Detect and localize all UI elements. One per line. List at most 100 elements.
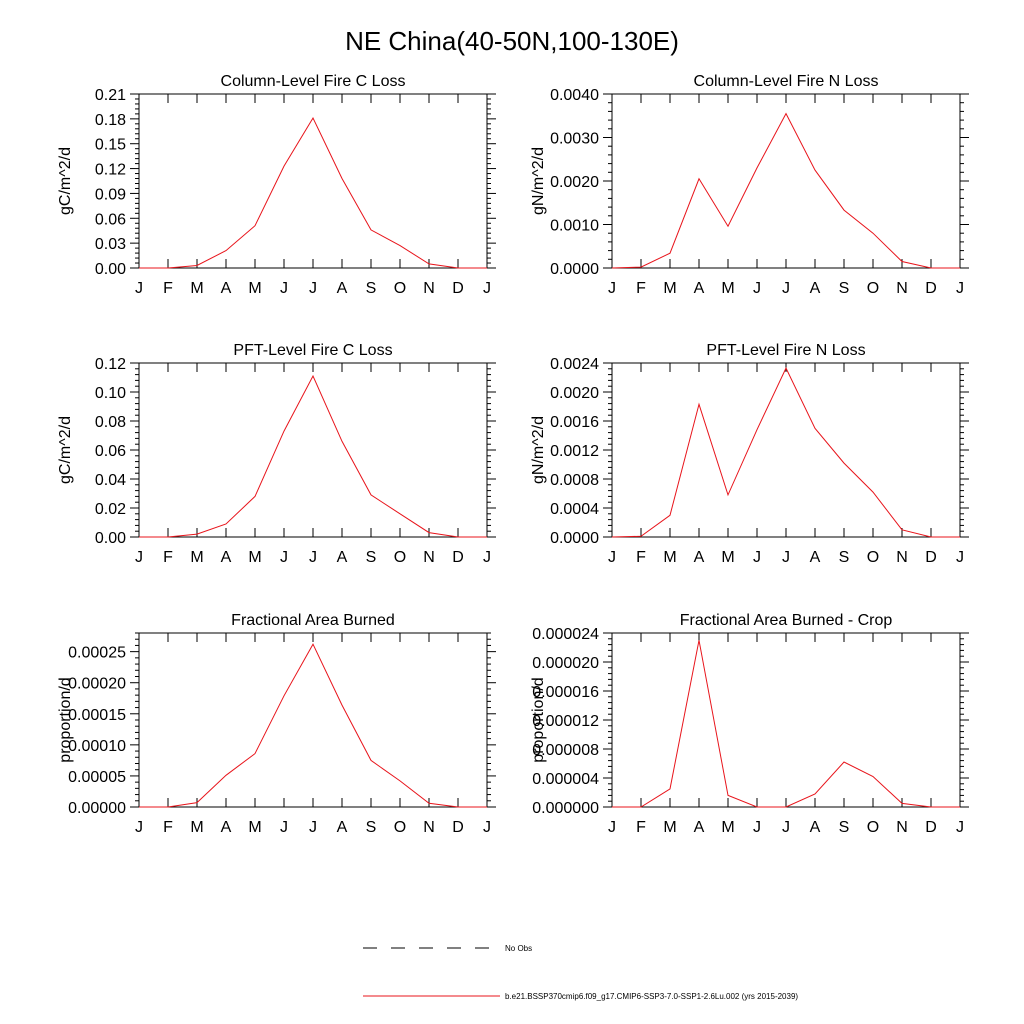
x-tick-label: J	[608, 819, 616, 836]
x-tick-label: M	[663, 280, 676, 297]
x-tick-label: F	[163, 280, 173, 297]
plot-frame	[138, 93, 488, 269]
x-tick-label: J	[753, 549, 761, 566]
panel-title: PFT-Level Fire N Loss	[706, 342, 865, 359]
plot-frame	[611, 93, 961, 269]
x-tick-label: A	[810, 280, 821, 297]
y-tick-label: 0.0000	[550, 530, 599, 547]
y-tick-label: 0.10	[95, 385, 126, 402]
x-tick-label: O	[867, 819, 879, 836]
x-tick-label: J	[135, 819, 143, 836]
x-tick-label: A	[337, 549, 348, 566]
series-line-1	[612, 640, 960, 808]
x-tick-label: J	[483, 280, 491, 297]
y-axis-label: gN/m^2/d	[530, 416, 547, 484]
y-tick-label: 0.09	[95, 186, 126, 203]
x-tick-label: D	[925, 819, 937, 836]
x-tick-label: F	[163, 819, 173, 836]
x-tick-label: J	[135, 549, 143, 566]
y-axis-label: proportion/d	[530, 677, 547, 762]
x-tick-label: J	[753, 819, 761, 836]
x-tick-label: J	[135, 280, 143, 297]
series-line-1	[611, 112, 960, 269]
x-tick-label: O	[394, 549, 406, 566]
x-tick-label: A	[221, 819, 232, 836]
y-tick-label: 0.00	[95, 261, 126, 278]
y-tick-label: 0.0020	[550, 385, 599, 402]
x-tick-label: J	[956, 280, 964, 297]
x-tick-label: S	[366, 280, 377, 297]
x-tick-label: N	[423, 549, 435, 566]
y-tick-label: 0.0000	[550, 261, 599, 278]
x-tick-label: J	[483, 549, 491, 566]
x-tick-label: F	[636, 280, 646, 297]
x-tick-label: J	[309, 280, 317, 297]
y-tick-label: 0.06	[95, 211, 126, 228]
x-tick-label: J	[280, 280, 288, 297]
y-tick-label: 0.0030	[550, 131, 599, 148]
x-tick-label: J	[483, 819, 491, 836]
y-tick-label: 0.0010	[550, 218, 599, 235]
x-tick-label: D	[925, 280, 937, 297]
x-tick-label: D	[925, 549, 937, 566]
figure-title: NE China(40-50N,100-130E)	[345, 26, 679, 56]
y-tick-label: 0.00025	[68, 645, 126, 662]
x-tick-label: A	[221, 280, 232, 297]
x-tick-label: S	[366, 549, 377, 566]
x-tick-label: J	[753, 280, 761, 297]
panel-title: Fractional Area Burned	[231, 612, 395, 629]
x-tick-label: S	[839, 549, 850, 566]
x-tick-label: M	[190, 549, 203, 566]
x-tick-label: A	[221, 549, 232, 566]
plot-frame	[138, 632, 488, 808]
x-tick-label: J	[782, 280, 790, 297]
x-tick-label: M	[190, 819, 203, 836]
y-tick-label: 0.00	[95, 530, 126, 547]
x-tick-label: D	[452, 280, 464, 297]
x-tick-label: D	[452, 819, 464, 836]
x-tick-label: O	[867, 549, 879, 566]
x-tick-label: J	[280, 819, 288, 836]
x-tick-label: N	[423, 819, 435, 836]
y-tick-label: 0.00010	[68, 738, 126, 755]
y-tick-label: 0.02	[95, 501, 126, 518]
series-line-1	[139, 116, 487, 269]
x-tick-label: F	[636, 819, 646, 836]
x-tick-label: M	[721, 549, 734, 566]
x-tick-label: M	[248, 549, 261, 566]
x-tick-label: A	[694, 819, 705, 836]
x-tick-label: J	[782, 819, 790, 836]
x-tick-label: S	[839, 280, 850, 297]
panel-6: Fractional Area Burned - Crop proportion/…	[530, 612, 969, 836]
panel-title: PFT-Level Fire C Loss	[233, 342, 392, 359]
y-axis-label: gN/m^2/d	[530, 147, 547, 215]
x-tick-label: N	[896, 549, 908, 566]
x-tick-label: J	[280, 549, 288, 566]
y-tick-label: 0.0008	[550, 472, 599, 489]
x-tick-label: N	[423, 280, 435, 297]
x-tick-label: A	[337, 819, 348, 836]
y-tick-label: 0.0016	[550, 414, 599, 431]
y-tick-label: 0.00005	[68, 769, 126, 786]
plot-frame	[611, 362, 961, 538]
y-tick-label: 0.000024	[532, 626, 599, 643]
series-line-1	[139, 374, 487, 538]
series-line-1	[139, 643, 487, 808]
y-tick-label: 0.000000	[532, 800, 599, 817]
x-tick-label: M	[190, 280, 203, 297]
x-tick-label: J	[608, 549, 616, 566]
y-tick-label: 0.12	[95, 162, 126, 179]
y-tick-label: 0.000020	[532, 655, 599, 672]
y-tick-label: 0.00020	[68, 676, 126, 693]
x-tick-label: F	[163, 549, 173, 566]
x-tick-label: J	[309, 549, 317, 566]
legend-model-label: b.e21.BSSP370cmip6.f09_g17.CMIP6-SSP3-7.…	[505, 992, 798, 1001]
x-tick-label: A	[694, 549, 705, 566]
y-tick-label: 0.04	[95, 472, 126, 489]
x-tick-label: M	[248, 819, 261, 836]
x-tick-label: N	[896, 819, 908, 836]
